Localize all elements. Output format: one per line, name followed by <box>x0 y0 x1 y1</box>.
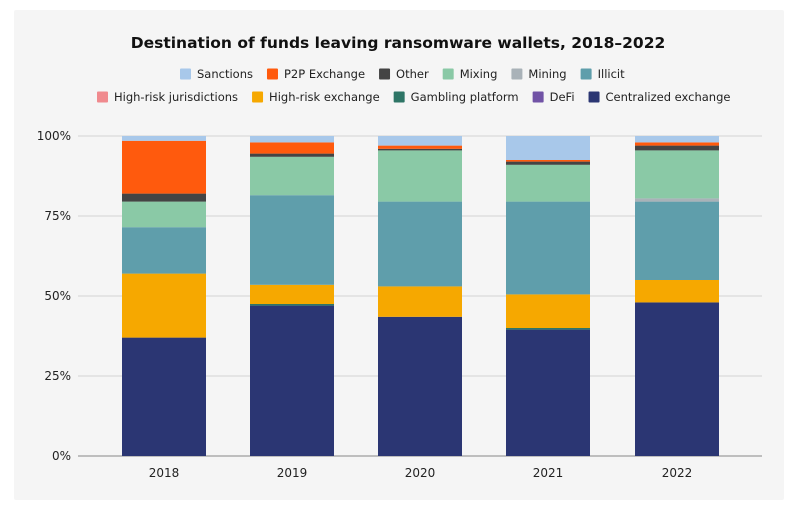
x-tick-label: 2022 <box>662 466 693 480</box>
legend-label: Mixing <box>460 67 498 81</box>
legend: Sanctions P2P Exchange Other Mixing Mining Il… <box>97 67 730 104</box>
chart-title: Destination of funds leaving ransomware … <box>131 34 666 52</box>
legend-item-centralized-exchange: Centralized exchange <box>588 90 731 104</box>
legend-item-mixing: Mixing <box>442 67 498 81</box>
x-tick-label: 2020 <box>405 466 436 480</box>
legend-item-high-risk-exchange: High-risk exchange <box>252 90 380 104</box>
bar-2020 <box>378 136 462 456</box>
x-tick-label: 2018 <box>149 466 180 480</box>
bar-segment-mining-2022 <box>635 198 719 202</box>
y-tick-label: 25% <box>44 369 71 383</box>
bar-segment-gambling-platform-2021 <box>506 328 590 330</box>
bar-2022 <box>635 136 719 456</box>
bar-segment-illicit-2020 <box>378 201 462 287</box>
legend-swatch <box>511 68 523 80</box>
bar-segment-high-risk-exchange-2020 <box>378 286 462 317</box>
bar-2019 <box>250 136 334 456</box>
bar-segment-p2p-exchange-2021 <box>506 160 590 162</box>
bar-segment-other-2022 <box>635 145 719 151</box>
bar-segment-mixing-2019 <box>250 156 334 196</box>
bar-segment-centralized-exchange-2019 <box>250 305 334 456</box>
y-tick-label: 50% <box>44 289 71 303</box>
bar-segment-sanctions-2019 <box>250 136 334 143</box>
legend-swatch <box>442 68 454 80</box>
legend-item-other: Other <box>379 67 429 81</box>
bar-segment-gambling-platform-2019 <box>250 304 334 306</box>
legend-item-high-risk-jurisdictions: High-risk jurisdictions <box>97 90 238 104</box>
bar-segment-sanctions-2018 <box>122 136 206 141</box>
bar-segment-illicit-2021 <box>506 201 590 295</box>
legend-label: DeFi <box>550 90 575 104</box>
bar-segment-illicit-2018 <box>122 227 206 274</box>
bar-segment-p2p-exchange-2018 <box>122 140 206 194</box>
bar-segment-illicit-2022 <box>635 201 719 280</box>
bar-segment-sanctions-2020 <box>378 136 462 146</box>
bar-segment-high-risk-exchange-2022 <box>635 280 719 303</box>
legend-swatch <box>266 68 278 80</box>
bar-segment-other-2021 <box>506 161 590 165</box>
y-tick-label: 75% <box>44 209 71 223</box>
bar-segment-high-risk-exchange-2019 <box>250 284 334 304</box>
legend-item-mining: Mining <box>511 67 567 81</box>
legend-swatch <box>180 68 191 80</box>
legend-label: Other <box>396 67 429 81</box>
legend-label: Gambling platform <box>411 90 519 104</box>
legend-label: High-risk jurisdictions <box>114 90 238 104</box>
bar-segment-mixing-2022 <box>635 150 719 199</box>
x-tick-label: 2021 <box>533 466 564 480</box>
bar-segment-p2p-exchange-2022 <box>635 142 719 146</box>
legend-item-gambling-platform: Gambling platform <box>393 90 519 104</box>
bar-segment-other-2020 <box>378 148 462 151</box>
x-tick-label: 2019 <box>277 466 308 480</box>
legend-label: High-risk exchange <box>269 90 380 104</box>
legend-item-p2p-exchange: P2P Exchange <box>266 67 365 81</box>
bar-segment-sanctions-2021 <box>506 136 590 160</box>
legend-item-defi: DeFi <box>532 90 575 104</box>
bar-segment-high-risk-exchange-2018 <box>122 273 206 338</box>
legend-item-sanctions: Sanctions <box>180 67 253 81</box>
legend-label: P2P Exchange <box>284 67 365 81</box>
bar-segment-sanctions-2022 <box>635 136 719 143</box>
legend-swatch <box>97 91 108 103</box>
legend-swatch <box>379 68 391 80</box>
bar-2018 <box>122 136 206 456</box>
bar-2021 <box>506 136 590 456</box>
legend-swatch <box>532 91 544 103</box>
bar-segment-p2p-exchange-2019 <box>250 142 334 154</box>
y-tick-label: 0% <box>52 449 71 463</box>
bar-segment-centralized-exchange-2021 <box>506 329 590 456</box>
y-tick-label: 100% <box>37 129 71 143</box>
legend-swatch <box>588 91 600 103</box>
bar-segment-centralized-exchange-2020 <box>378 316 462 456</box>
bar-segment-centralized-exchange-2018 <box>122 337 206 456</box>
bar-segment-other-2018 <box>122 193 206 202</box>
bar-segment-mixing-2018 <box>122 201 206 228</box>
bar-segment-high-risk-exchange-2021 <box>506 294 590 328</box>
axes: 0% 25% 50% 75% 100% 2018 2019 2020 2021 2022 <box>37 129 693 480</box>
legend-item-illicit: Illicit <box>580 67 625 81</box>
legend-label: Sanctions <box>197 67 253 81</box>
legend-swatch <box>580 68 592 80</box>
legend-label: Illicit <box>598 67 625 81</box>
bar-segment-centralized-exchange-2022 <box>635 302 719 456</box>
bar-segment-p2p-exchange-2020 <box>378 145 462 149</box>
bars <box>122 136 719 456</box>
bar-segment-mixing-2020 <box>378 150 462 202</box>
legend-label: Centralized exchange <box>606 90 731 104</box>
legend-label: Mining <box>528 67 566 81</box>
bar-segment-other-2019 <box>250 153 334 157</box>
bar-segment-illicit-2019 <box>250 195 334 285</box>
legend-swatch <box>252 91 264 103</box>
legend-swatch <box>393 91 405 103</box>
bar-segment-mixing-2021 <box>506 164 590 202</box>
